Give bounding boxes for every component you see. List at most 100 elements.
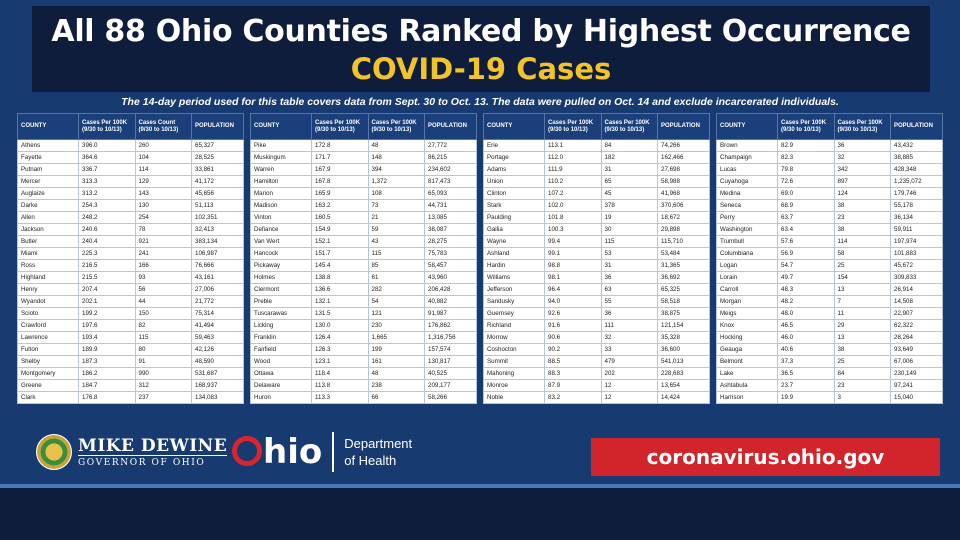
table-row: Preble 132.1 54 40,882 <box>249 295 477 308</box>
table-row: Athens 396.0 260 65,327 <box>16 139 244 152</box>
county-name: Franklin <box>249 331 313 344</box>
table-cell: 37.3 <box>777 355 835 368</box>
table-cell: 121 <box>367 307 426 320</box>
table-cell: 189.9 <box>78 343 136 356</box>
county-name: Knox <box>715 319 779 332</box>
table-cell: 12 <box>600 391 659 404</box>
table-row: Defiance 154.9 59 38,087 <box>249 223 477 236</box>
table-row: Franklin 126.4 1,665 1,316,756 <box>249 331 477 344</box>
county-name: Portage <box>482 151 546 164</box>
table-row: Lucas 79.8 342 428,348 <box>715 163 943 176</box>
table-cell: 63.4 <box>777 223 835 236</box>
table-row: Madison 163.2 73 44,731 <box>249 199 477 212</box>
table-cell: 364.6 <box>78 151 136 164</box>
table-cell: 309,833 <box>890 271 943 284</box>
county-name: Fulton <box>16 343 80 356</box>
table-row: Gallia 100.3 30 29,898 <box>482 223 710 236</box>
table-row: Meigs 48.0 11 22,907 <box>715 307 943 320</box>
table-row: Clinton 107.2 45 41,968 <box>482 187 710 200</box>
table-cell: 78 <box>134 223 193 236</box>
table-cell: 22,907 <box>890 307 943 320</box>
table-cell: 58,518 <box>657 295 710 308</box>
ohio-state-seal-icon <box>36 434 72 470</box>
table-row: Warren 167.9 394 234,602 <box>249 163 477 176</box>
table-cell: 61 <box>367 271 426 284</box>
table-row: Geauga 40.6 38 93,649 <box>715 343 943 356</box>
table-cell: 29,898 <box>657 223 710 236</box>
county-name: Henry <box>16 283 80 296</box>
table-cell: 101,883 <box>890 247 943 260</box>
county-name: Paulding <box>482 211 546 224</box>
table-cell: 83.2 <box>544 391 602 404</box>
table-cell: 88.5 <box>544 355 602 368</box>
county-name: Morgan <box>715 295 779 308</box>
county-name: Cuyahoga <box>715 175 779 188</box>
table-cell: 121,154 <box>657 319 710 332</box>
county-name: Tuscarawas <box>249 307 313 320</box>
table-row: Logan 54.7 25 45,672 <box>715 259 943 272</box>
table-row: Highland 215.5 93 43,161 <box>16 271 244 284</box>
county-name: Mercer <box>16 175 80 188</box>
table-cell: 182 <box>600 151 659 164</box>
table-cell: 97,241 <box>890 379 943 392</box>
table-cell: 14,508 <box>890 295 943 308</box>
county-name: Noble <box>482 391 546 404</box>
page-title: All 88 Ohio Counties Ranked by Highest O… <box>51 14 911 49</box>
table-cell: 55 <box>600 295 659 308</box>
table-header-row: COUNTY Cases Per 100K (9/30 to 10/13) Case… <box>715 113 943 140</box>
ohio-department-of-health-logo: hio Department of Health <box>232 432 412 472</box>
table-cell: 230,149 <box>890 367 943 380</box>
table-cell: 240.4 <box>78 235 136 248</box>
table-cell: 84 <box>833 367 892 380</box>
table-cell: 56 <box>134 283 193 296</box>
table-row: Allen 248.2 254 102,351 <box>16 211 244 224</box>
table-cell: 56.9 <box>777 247 835 260</box>
table-cell: 110.2 <box>544 175 602 188</box>
table-cell: 23 <box>833 211 892 224</box>
table-cell: 43,161 <box>191 271 244 284</box>
table-cell: 157,574 <box>424 343 477 356</box>
county-name: Wayne <box>482 235 546 248</box>
table-cell: 113.3 <box>311 391 369 404</box>
table-cell: 165.9 <box>311 187 369 200</box>
table-cell: 921 <box>134 235 193 248</box>
table-cell: 25 <box>833 355 892 368</box>
county-name: Crawford <box>16 319 80 332</box>
table-cell: 29 <box>833 319 892 332</box>
table-cell: 19 <box>600 211 659 224</box>
table-cell: 55,178 <box>890 199 943 212</box>
table-cell: 63 <box>600 283 659 296</box>
column-header: Cases Per 100K (9/30 to 10/13) <box>777 113 835 140</box>
table-cell: 41,968 <box>657 187 710 200</box>
county-name: Jefferson <box>482 283 546 296</box>
table-cell: 31 <box>600 259 659 272</box>
table-cell: 1,372 <box>367 175 426 188</box>
county-table-2: COUNTY Cases Per 100K (9/30 to 10/13) Case… <box>249 113 477 404</box>
county-name: Montgomery <box>16 367 80 380</box>
table-cell: 58,988 <box>657 175 710 188</box>
table-row: Crawford 197.6 82 41,494 <box>16 319 244 332</box>
table-cell: 104 <box>134 151 193 164</box>
table-cell: 230 <box>367 319 426 332</box>
table-cell: 126.3 <box>311 343 369 356</box>
county-name: Clark <box>16 391 80 404</box>
table-row: Cuyahoga 72.6 897 1,235,072 <box>715 175 943 188</box>
county-name: Stark <box>482 199 546 212</box>
table-cell: 160.5 <box>311 211 369 224</box>
county-name: Preble <box>249 295 313 308</box>
county-name: Delaware <box>249 379 313 392</box>
table-cell: 80 <box>134 343 193 356</box>
table-cell: 36 <box>600 271 659 284</box>
table-row: Hamilton 167.8 1,372 817,473 <box>249 175 477 188</box>
table-cell: 25 <box>833 259 892 272</box>
table-cell: 45,672 <box>890 259 943 272</box>
table-cell: 91.6 <box>544 319 602 332</box>
county-name: Marion <box>249 187 313 200</box>
table-cell: 19.9 <box>777 391 835 404</box>
table-cell: 67,006 <box>890 355 943 368</box>
table-cell: 36.5 <box>777 367 835 380</box>
table-cell: 1,665 <box>367 331 426 344</box>
table-cell: 13,654 <box>657 379 710 392</box>
table-cell: 112.0 <box>544 151 602 164</box>
website-url[interactable]: coronavirus.ohio.gov <box>591 438 940 476</box>
